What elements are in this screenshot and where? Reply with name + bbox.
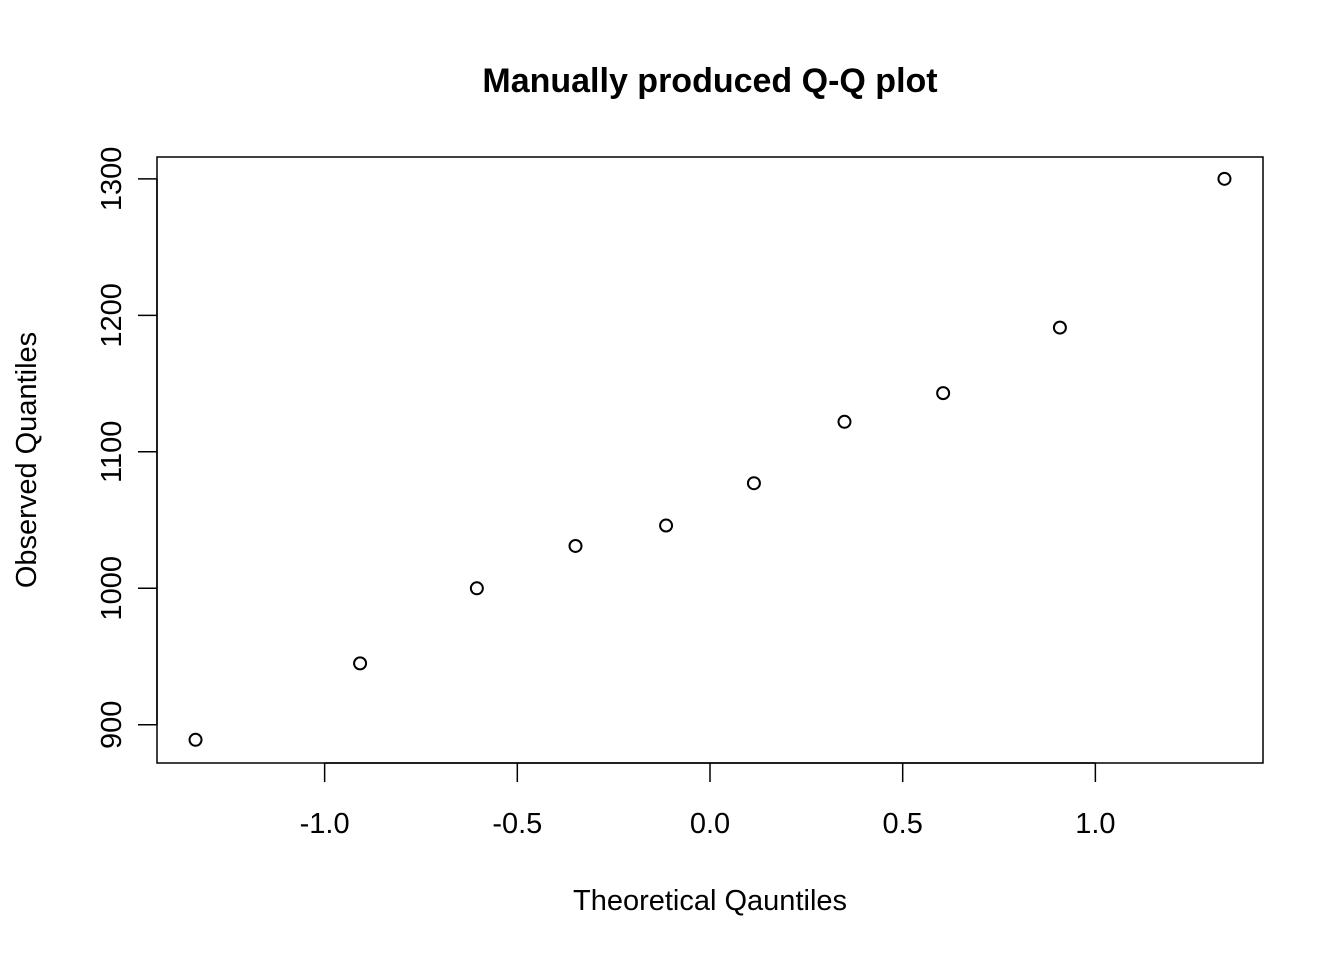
chart-title: Manually produced Q-Q plot <box>482 62 937 100</box>
data-point <box>469 581 484 596</box>
plot-frame <box>156 156 1264 764</box>
x-tick-label: -0.5 <box>492 808 542 840</box>
x-tick-label: 0.5 <box>883 808 923 840</box>
x-tick-label: 1.0 <box>1075 808 1115 840</box>
data-point <box>1052 320 1067 335</box>
data-point <box>659 518 674 533</box>
data-point <box>353 656 368 671</box>
data-point <box>188 732 203 747</box>
x-axis: -1.0 -0.5 0.0 0.5 1.0 <box>300 762 1116 840</box>
y-tick-label: 900 <box>96 701 128 749</box>
y-axis: 900 1000 1100 1200 1300 <box>96 147 158 749</box>
y-tick-label: 1300 <box>96 147 128 212</box>
y-tick-label: 1200 <box>96 283 128 348</box>
data-points <box>188 171 1232 747</box>
x-axis-label: Theoretical Qauntiles <box>573 885 847 917</box>
y-axis-label: Observed Quantiles <box>11 332 43 588</box>
x-tick-label: 0.0 <box>690 808 730 840</box>
data-point <box>568 538 583 553</box>
data-point <box>936 386 951 401</box>
x-tick-label: -1.0 <box>300 808 350 840</box>
y-tick-label: 1000 <box>96 556 128 621</box>
data-point <box>746 476 761 491</box>
data-point <box>1217 171 1232 186</box>
data-point <box>837 414 852 429</box>
y-tick-label: 1100 <box>96 421 128 483</box>
